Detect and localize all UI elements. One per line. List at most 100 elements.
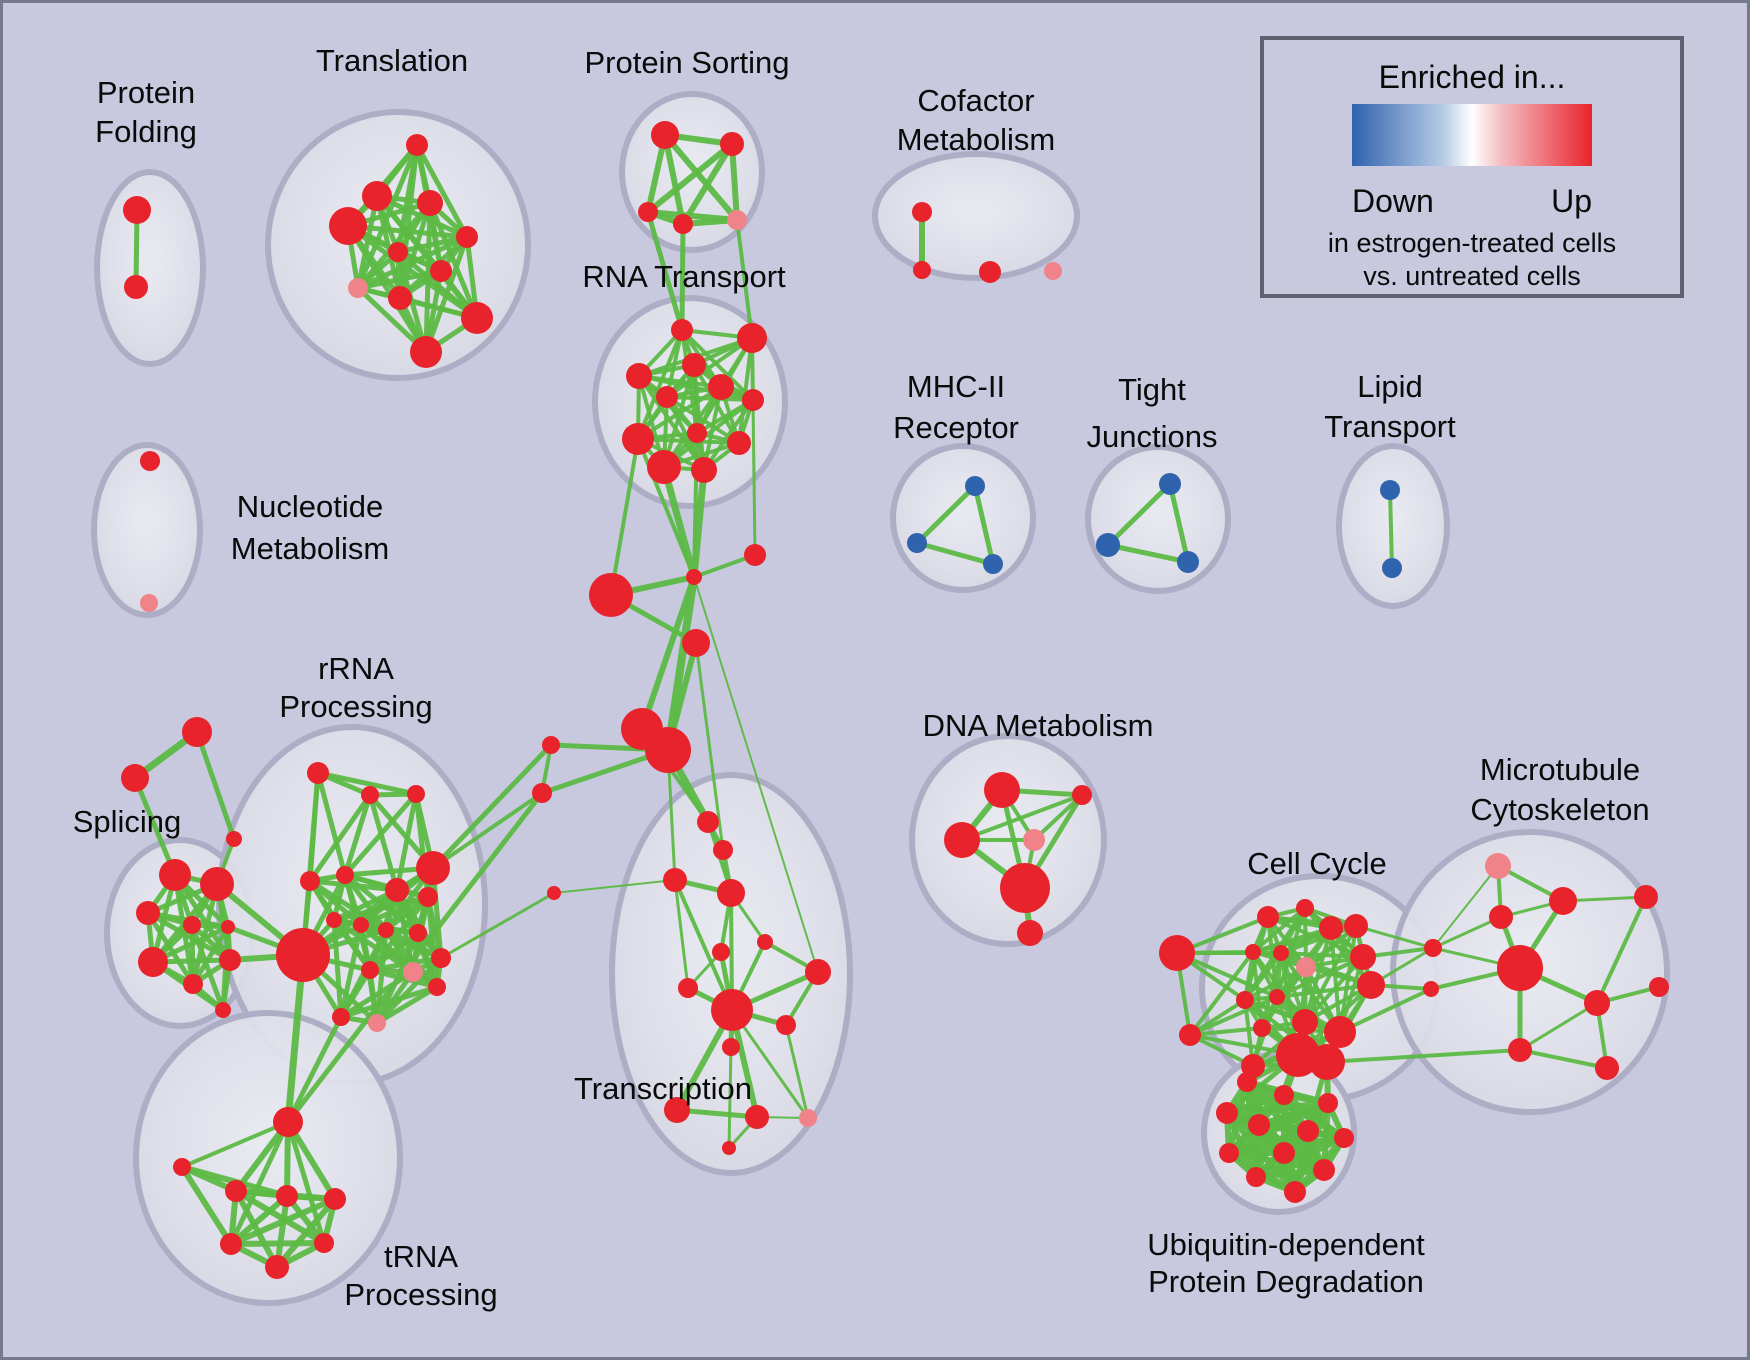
- node-red: [1423, 981, 1439, 997]
- node-red: [656, 386, 678, 408]
- edge: [342, 792, 373, 878]
- node-red: [1000, 863, 1050, 913]
- node-red: [1246, 1167, 1266, 1187]
- mhc-ii-receptor-label: Receptor: [893, 410, 1019, 445]
- trna-processing-label: Processing: [344, 1277, 497, 1312]
- edge: [355, 268, 444, 291]
- mhc-ii-receptor-label: MHC-II: [907, 369, 1005, 404]
- node-red: [671, 319, 693, 341]
- edge: [665, 336, 754, 399]
- node-pink: [1485, 853, 1511, 879]
- node-red: [332, 1008, 350, 1026]
- node-red: [407, 785, 425, 803]
- node-red: [416, 851, 450, 885]
- edge: [394, 791, 419, 893]
- node-red: [215, 1002, 231, 1018]
- edge: [233, 1188, 280, 1270]
- node-red: [713, 840, 733, 860]
- node-red: [183, 916, 201, 934]
- edge: [784, 1023, 810, 1120]
- edge: [1253, 1167, 1327, 1180]
- mhc-ii-receptor-boundary: [890, 443, 1036, 593]
- node-red: [1273, 945, 1289, 961]
- legend-up-label: Up: [1551, 183, 1592, 219]
- node-red: [182, 717, 212, 747]
- node-red: [722, 1038, 740, 1056]
- node-red: [326, 912, 342, 928]
- node-pink: [799, 1109, 817, 1127]
- node-red: [647, 450, 681, 484]
- edge: [331, 917, 373, 973]
- edge: [338, 984, 440, 1020]
- microtubule-cytoskeleton-label: Cytoskeleton: [1470, 792, 1649, 827]
- node-red: [1319, 916, 1343, 940]
- node-red: [638, 202, 658, 222]
- edge: [673, 878, 734, 1012]
- node-red: [431, 948, 451, 968]
- ubiquitin-degradation-label: Ubiquitin-dependent: [1147, 1227, 1425, 1262]
- node-red: [225, 1180, 247, 1202]
- edge: [727, 1045, 733, 1150]
- node-red: [776, 1015, 796, 1035]
- edge: [228, 1193, 290, 1247]
- node-red: [276, 928, 330, 982]
- node-blue: [1380, 480, 1400, 500]
- node-red: [542, 736, 560, 754]
- node-red: [913, 261, 931, 279]
- bridge-edge: [679, 221, 686, 333]
- node-red: [682, 353, 706, 377]
- edge: [228, 1196, 338, 1247]
- edge: [662, 132, 740, 223]
- node-pink: [348, 278, 368, 298]
- node-red: [121, 764, 149, 792]
- node-red: [1179, 1024, 1201, 1046]
- nucleotide-metabolism-label: Nucleotide: [237, 489, 383, 524]
- node-red: [1334, 1128, 1354, 1148]
- edge: [730, 1008, 810, 1120]
- bridge-edge: [285, 1014, 344, 1125]
- edge: [315, 770, 419, 797]
- node-red: [124, 275, 148, 299]
- node-red: [1595, 1056, 1619, 1080]
- node-red: [138, 947, 168, 977]
- node-red: [361, 786, 379, 804]
- edge: [972, 483, 996, 567]
- edge: [228, 1240, 327, 1247]
- protein-folding-label: Folding: [95, 114, 197, 149]
- node-red: [673, 214, 693, 234]
- lipid-transport-boundary: [1336, 443, 1450, 609]
- node-red: [1219, 1143, 1239, 1163]
- node-red: [273, 1107, 303, 1137]
- edge: [1431, 915, 1503, 950]
- cell-cycle-label: Cell Cycle: [1247, 846, 1387, 881]
- edge: [1105, 542, 1191, 565]
- edge: [228, 1119, 291, 1247]
- bridge-edge: [751, 398, 757, 557]
- bridge-edge: [553, 879, 676, 894]
- node-red: [1297, 1120, 1319, 1142]
- node-red: [136, 901, 160, 925]
- legend-title: Enriched in...: [1379, 59, 1566, 95]
- node-red: [430, 260, 452, 282]
- node-red: [979, 261, 1001, 283]
- node-red: [1634, 885, 1658, 909]
- tight-junctions-label: Tight: [1118, 372, 1186, 407]
- node-red: [805, 959, 831, 985]
- edge: [1388, 488, 1394, 570]
- node-red: [589, 573, 633, 617]
- node-red: [1236, 991, 1254, 1009]
- node-red: [183, 974, 203, 994]
- edge: [960, 793, 1084, 842]
- node-red: [1489, 905, 1513, 929]
- node-blue: [965, 476, 985, 496]
- edge: [414, 142, 470, 240]
- node-red: [388, 242, 408, 262]
- edge: [145, 910, 233, 963]
- node-red: [1237, 1072, 1257, 1092]
- node-red: [200, 867, 234, 901]
- edge: [639, 574, 697, 732]
- edge: [395, 234, 470, 255]
- splicing-label: Splicing: [73, 804, 182, 839]
- node-red: [378, 922, 394, 938]
